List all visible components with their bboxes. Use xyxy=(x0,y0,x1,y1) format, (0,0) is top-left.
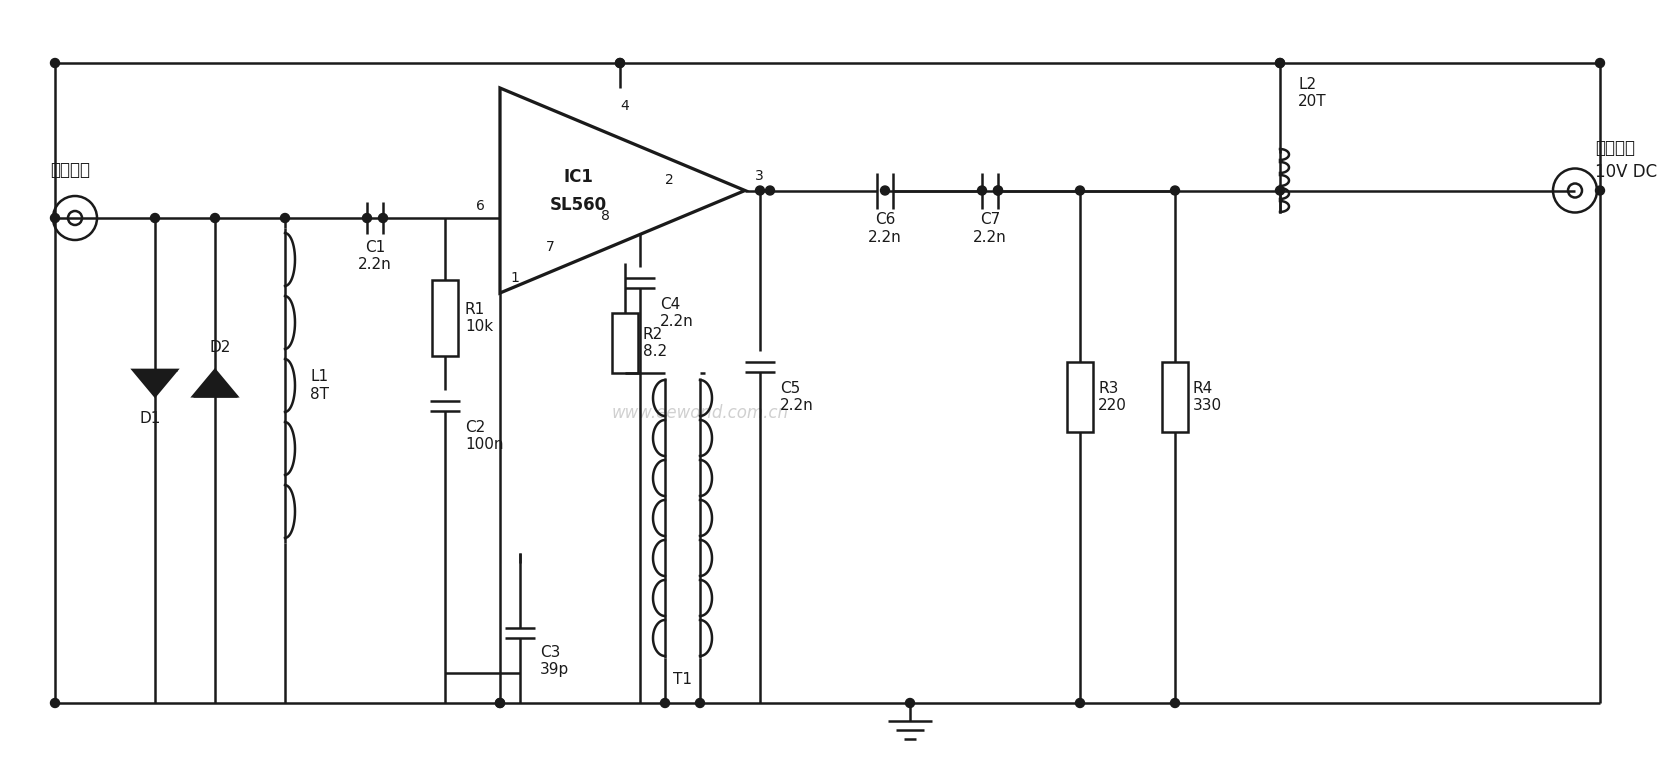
Text: IC1: IC1 xyxy=(563,168,593,186)
Circle shape xyxy=(151,214,159,222)
Text: T1: T1 xyxy=(673,673,693,687)
Text: C6
2.2n: C6 2.2n xyxy=(868,212,901,245)
Circle shape xyxy=(378,214,388,222)
Text: C2
100n: C2 100n xyxy=(466,420,504,453)
Text: 10V DC输入: 10V DC输入 xyxy=(1596,164,1657,182)
Circle shape xyxy=(495,698,504,708)
Circle shape xyxy=(994,186,1002,195)
Circle shape xyxy=(905,698,915,708)
Bar xyxy=(611,313,638,373)
Bar xyxy=(1162,362,1188,431)
Circle shape xyxy=(978,186,986,195)
Text: D1: D1 xyxy=(139,411,161,426)
Text: R2
8.2: R2 8.2 xyxy=(643,327,668,359)
Circle shape xyxy=(880,186,890,195)
Text: L2
20T: L2 20T xyxy=(1297,77,1327,109)
Circle shape xyxy=(1075,698,1084,708)
Text: C7
2.2n: C7 2.2n xyxy=(973,212,1007,245)
Circle shape xyxy=(1596,59,1604,67)
Circle shape xyxy=(696,698,704,708)
Text: R3
220: R3 220 xyxy=(1099,381,1127,413)
Text: 8: 8 xyxy=(600,209,610,223)
Text: 3: 3 xyxy=(756,168,764,182)
Text: C4
2.2n: C4 2.2n xyxy=(659,297,694,329)
Text: C1
2.2n: C1 2.2n xyxy=(358,240,391,272)
Circle shape xyxy=(280,214,290,222)
Circle shape xyxy=(1276,186,1284,195)
Text: 信号输入: 信号输入 xyxy=(50,161,89,179)
Text: R1
10k: R1 10k xyxy=(466,301,494,334)
Text: 信号输出: 信号输出 xyxy=(1596,139,1635,157)
Text: 6: 6 xyxy=(476,199,486,213)
Circle shape xyxy=(1276,59,1284,67)
Circle shape xyxy=(363,214,371,222)
Circle shape xyxy=(615,59,625,67)
Bar xyxy=(1067,362,1094,431)
Text: 2: 2 xyxy=(664,173,674,187)
Circle shape xyxy=(1170,698,1180,708)
Text: D2: D2 xyxy=(209,341,230,355)
Text: www.eeworld.com.cn: www.eeworld.com.cn xyxy=(611,404,789,422)
Polygon shape xyxy=(192,370,237,396)
Circle shape xyxy=(1075,186,1084,195)
Circle shape xyxy=(210,214,219,222)
Circle shape xyxy=(756,186,764,195)
Circle shape xyxy=(50,698,60,708)
Circle shape xyxy=(495,698,504,708)
Polygon shape xyxy=(133,370,177,396)
Circle shape xyxy=(615,59,625,67)
Circle shape xyxy=(994,186,1002,195)
Circle shape xyxy=(661,698,669,708)
Circle shape xyxy=(1276,59,1284,67)
Circle shape xyxy=(50,214,60,222)
Circle shape xyxy=(766,186,774,195)
Circle shape xyxy=(50,59,60,67)
Text: 4: 4 xyxy=(621,99,630,113)
Text: C3
39p: C3 39p xyxy=(540,644,570,677)
Circle shape xyxy=(1170,186,1180,195)
Text: 7: 7 xyxy=(545,240,555,254)
Bar xyxy=(432,280,457,356)
Text: SL560: SL560 xyxy=(550,196,606,214)
Circle shape xyxy=(1596,186,1604,195)
Text: R4
330: R4 330 xyxy=(1193,381,1223,413)
Text: 1: 1 xyxy=(510,271,519,285)
Text: L1
8T: L1 8T xyxy=(310,370,330,402)
Text: C5
2.2n: C5 2.2n xyxy=(780,381,814,413)
